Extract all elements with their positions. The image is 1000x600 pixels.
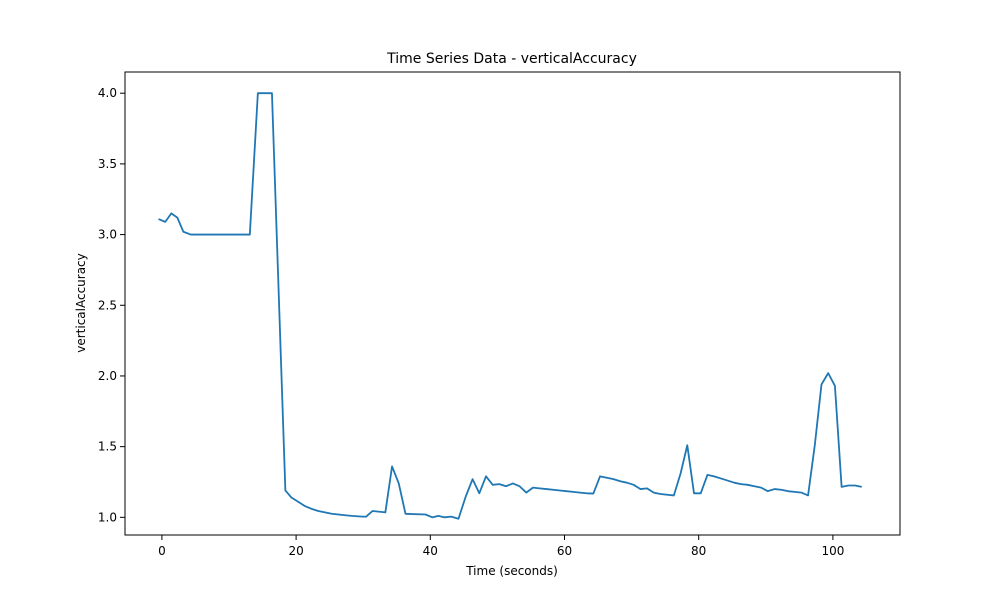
- series-line: [158, 92, 862, 520]
- y-axis: 1.0 1.5 2.0 2.5 3.0 3.5 4.0: [98, 86, 125, 524]
- y-tick-label: 1.0: [98, 510, 117, 524]
- y-tick-label: 3.5: [98, 157, 117, 171]
- x-axis-label: Time (seconds): [465, 564, 558, 578]
- x-tick-label: 80: [691, 544, 706, 558]
- x-tick-label: 20: [288, 544, 303, 558]
- y-axis-label: verticalAccuracy: [74, 253, 88, 353]
- y-tick-label: 2.0: [98, 369, 117, 383]
- plot-frame: [124, 71, 901, 536]
- x-axis: 0 20 40 60 80 100: [158, 535, 844, 558]
- x-tick-label: 0: [158, 544, 166, 558]
- y-tick-label: 2.5: [98, 298, 117, 312]
- x-tick-label: 40: [423, 544, 438, 558]
- x-tick-label: 100: [821, 544, 844, 558]
- plot-area: [125, 72, 900, 535]
- x-tick-label: 60: [557, 544, 572, 558]
- y-tick-label: 1.5: [98, 440, 117, 454]
- chart-title: Time Series Data - verticalAccuracy: [386, 51, 637, 67]
- y-tick-label: 4.0: [98, 86, 117, 100]
- y-tick-label: 3.0: [98, 228, 117, 242]
